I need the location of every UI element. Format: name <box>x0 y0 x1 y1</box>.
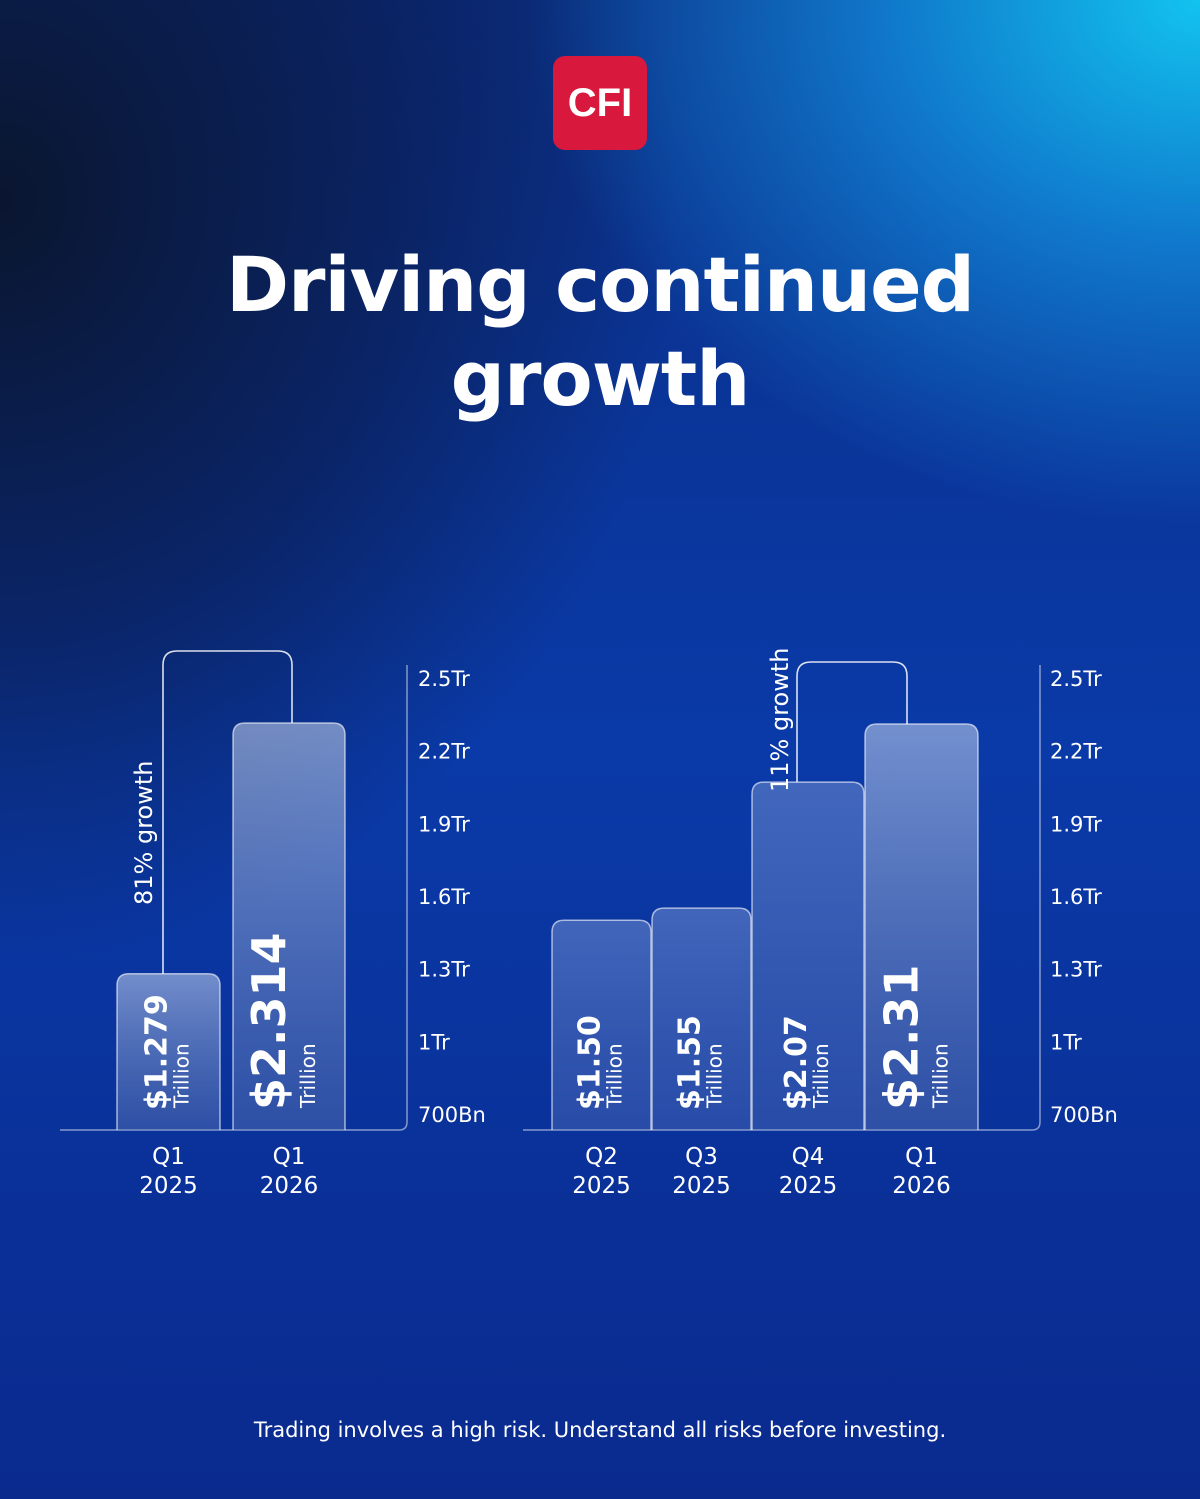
bar-value-label: $1.50 <box>573 1015 608 1110</box>
y-tick-label: 2.5Tr <box>418 667 470 691</box>
bar <box>116 973 221 1130</box>
y-tick-label: 1.6Tr <box>418 885 470 909</box>
y-tick-label: 700Bn <box>1050 1103 1118 1127</box>
y-tick-label: 2.2Tr <box>1050 740 1102 764</box>
risk-disclaimer: Trading involves a high risk. Understand… <box>253 1418 947 1442</box>
x-tick-label: 2025 <box>572 1173 631 1199</box>
bar <box>232 722 346 1130</box>
y-tick-label: 2.5Tr <box>1050 667 1102 691</box>
chart-axis <box>60 665 408 1131</box>
growth-annotation: 11% growth <box>766 648 794 792</box>
bar-unit-label: Trillion <box>170 1043 194 1109</box>
x-tick-label: Q3 <box>685 1144 718 1170</box>
y-tick-label: 700Bn <box>418 1103 486 1127</box>
x-tick-label: Q1 <box>273 1144 306 1170</box>
bar <box>651 907 752 1130</box>
bar-value-label: $2.314 <box>242 932 296 1110</box>
growth-annotation: 81% growth <box>130 761 158 905</box>
bar <box>551 919 652 1130</box>
chart-axis <box>523 665 1041 1131</box>
y-tick-label: 2.2Tr <box>418 740 470 764</box>
x-tick-label: Q4 <box>792 1144 825 1170</box>
bar-unit-label: Trillion <box>703 1043 727 1109</box>
y-tick-label: 1Tr <box>418 1030 450 1054</box>
x-tick-label: 2026 <box>260 1173 319 1199</box>
x-tick-label: 2025 <box>779 1173 838 1199</box>
x-tick-label: Q2 <box>585 1144 618 1170</box>
page-title: Driving continued growth <box>0 238 1200 426</box>
bar-unit-label: Trillion <box>929 1043 953 1109</box>
y-tick-label: 1Tr <box>1050 1030 1082 1054</box>
x-tick-label: Q1 <box>905 1144 938 1170</box>
bar-value-label: $2.31 <box>875 964 929 1110</box>
y-tick-label: 1.6Tr <box>1050 885 1102 909</box>
x-tick-label: 2026 <box>892 1173 951 1199</box>
bar <box>864 723 979 1130</box>
growth-bracket <box>162 650 293 974</box>
y-tick-label: 1.9Tr <box>418 812 470 836</box>
y-tick-label: 1.3Tr <box>418 958 470 982</box>
title-line-2: growth <box>450 334 751 423</box>
x-tick-label: 2025 <box>672 1173 731 1199</box>
growth-bracket <box>796 661 908 783</box>
bar-value-label: $2.07 <box>779 1015 814 1110</box>
cfi-logo: CFI <box>553 56 647 150</box>
title-line-1: Driving continued <box>225 240 975 329</box>
bar-unit-label: Trillion <box>296 1043 320 1109</box>
bar-value-label: $1.279 <box>140 994 175 1110</box>
x-tick-label: Q1 <box>152 1144 185 1170</box>
y-tick-label: 1.3Tr <box>1050 958 1102 982</box>
bar-unit-label: Trillion <box>809 1043 833 1109</box>
y-tick-label: 1.9Tr <box>1050 812 1102 836</box>
bar <box>751 781 865 1130</box>
bar-value-label: $1.55 <box>673 1015 708 1110</box>
x-tick-label: 2025 <box>139 1173 198 1199</box>
bar-unit-label: Trillion <box>603 1043 627 1109</box>
